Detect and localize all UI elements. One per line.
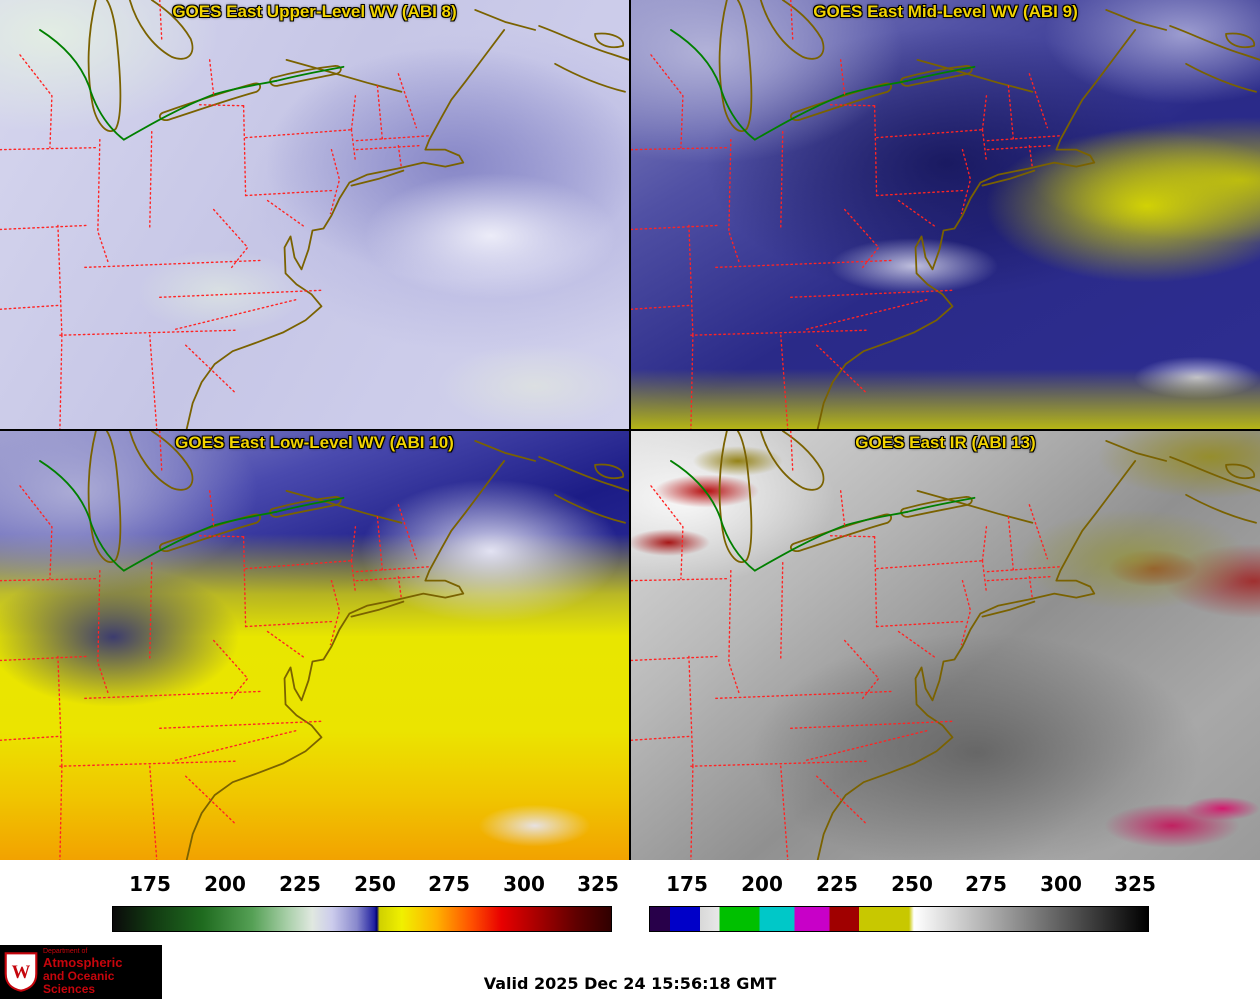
colorbar-tick: 175 <box>666 872 708 896</box>
logo-oceanic-line: and Oceanic Sciences <box>43 968 115 996</box>
basemap-overlay <box>0 0 629 429</box>
colorbar-tick: 200 <box>741 872 783 896</box>
colorbar-strip: 175 200 225 250 275 300 325 175 200 225 … <box>0 860 1260 945</box>
panel-title-abi13: GOES East IR (ABI 13) <box>855 433 1036 452</box>
colorbar-tick: 325 <box>577 872 619 896</box>
ir-colorbar-group: 175 200 225 250 275 300 325 <box>649 860 1156 945</box>
panel-ir: GOES East IR (ABI 13) <box>631 431 1260 860</box>
colorbar-tick: 275 <box>428 872 470 896</box>
ir-colorbar-ticks: 175 200 225 250 275 300 325 <box>649 872 1156 898</box>
colorbar-tick: 225 <box>816 872 858 896</box>
logo-atmos-line: Atmospheric <box>43 954 123 970</box>
wv-colorbar-ticks: 175 200 225 250 275 300 325 <box>112 872 619 898</box>
colorbar-tick: 250 <box>354 872 396 896</box>
basemap-overlay <box>631 431 1260 860</box>
colorbar-tick: 300 <box>503 872 545 896</box>
panel-title-abi10: GOES East Low-Level WV (ABI 10) <box>175 433 454 452</box>
colorbar-tick: 225 <box>279 872 321 896</box>
colorbar-tick: 300 <box>1040 872 1082 896</box>
wv-colorbar-group: 175 200 225 250 275 300 325 <box>112 860 619 945</box>
panel-low-level-wv: GOES East Low-Level WV (ABI 10) <box>0 431 629 860</box>
satellite-panel-grid: GOES East Upper-Level WV (ABI 8) GOES Ea… <box>0 0 1260 860</box>
colorbar-tick: 325 <box>1114 872 1156 896</box>
basemap-overlay <box>0 431 629 860</box>
colorbar-tick: 200 <box>204 872 246 896</box>
wv-colorbar <box>112 906 612 932</box>
uw-crest-icon: W <box>4 952 38 992</box>
panel-mid-level-wv: GOES East Mid-Level WV (ABI 9) <box>631 0 1260 429</box>
colorbar-tick: 275 <box>965 872 1007 896</box>
panel-title-abi9: GOES East Mid-Level WV (ABI 9) <box>813 2 1078 21</box>
colorbar-tick: 175 <box>129 872 171 896</box>
panel-title-abi8: GOES East Upper-Level WV (ABI 8) <box>172 2 457 21</box>
colorbar-tick: 250 <box>891 872 933 896</box>
logo-text: Department of Atmospheric and Oceanic Sc… <box>43 948 158 995</box>
valid-time-label: Valid 2025 Dec 24 15:56:18 GMT <box>483 974 777 993</box>
uw-aos-logo[interactable]: W Department of Atmospheric and Oceanic … <box>0 945 162 999</box>
basemap-overlay <box>631 0 1260 429</box>
footer: W Department of Atmospheric and Oceanic … <box>0 945 1260 999</box>
uw-crest-letter: W <box>12 962 31 983</box>
panel-upper-level-wv: GOES East Upper-Level WV (ABI 8) <box>0 0 629 429</box>
ir-colorbar <box>649 906 1149 932</box>
logo-dept-line: Department of <box>43 948 88 956</box>
